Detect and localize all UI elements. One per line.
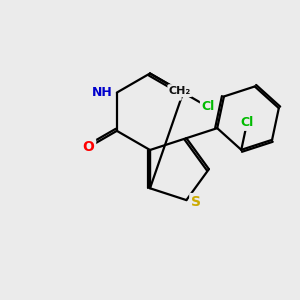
Text: NH: NH xyxy=(92,86,112,99)
Text: Cl: Cl xyxy=(201,100,214,113)
Text: Cl: Cl xyxy=(240,116,254,129)
Text: O: O xyxy=(83,140,94,154)
Text: S: S xyxy=(191,195,201,208)
Text: CH₂: CH₂ xyxy=(169,86,191,96)
Text: N: N xyxy=(170,86,180,99)
